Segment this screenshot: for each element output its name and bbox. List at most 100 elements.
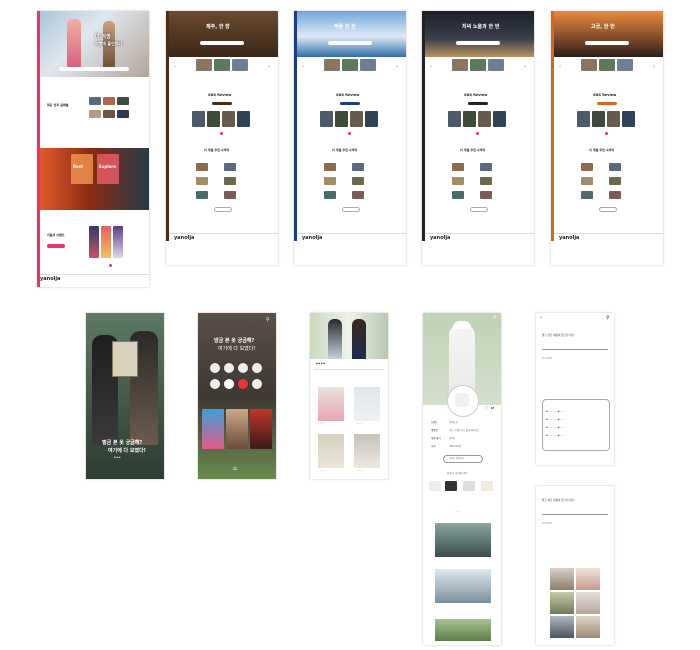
related-item-3[interactable] [463, 481, 475, 491]
best-thumb-6[interactable] [480, 191, 492, 199]
theme-thumb-1[interactable] [452, 59, 468, 71]
sns-thumb-2[interactable] [463, 111, 476, 127]
best-thumb-1[interactable] [324, 163, 336, 171]
sns-pager-dot[interactable] [605, 132, 608, 135]
section1-thumb-5[interactable] [103, 110, 115, 118]
result-row[interactable]: ● ———— ● ——— [546, 411, 567, 413]
search-photo-1[interactable] [550, 568, 574, 590]
search-photo-6[interactable] [576, 616, 600, 638]
sns-thumb-2[interactable] [207, 111, 220, 127]
home-icon[interactable]: ⌂ [233, 465, 237, 472]
sns-thumb-4[interactable] [493, 111, 506, 127]
theme-search-bar[interactable] [585, 41, 629, 45]
best-thumb-1[interactable] [196, 163, 208, 171]
more-button[interactable] [470, 207, 488, 212]
related-item-4[interactable] [481, 481, 493, 491]
theme-thumb-2[interactable] [470, 59, 486, 71]
theme-search-bar[interactable] [456, 41, 500, 45]
arrow-left-icon[interactable]: ‹ [430, 64, 432, 70]
sns-button[interactable] [212, 102, 232, 105]
event-button[interactable] [47, 244, 65, 248]
best-thumb-1[interactable] [452, 163, 464, 171]
more-button[interactable] [214, 207, 232, 212]
section1-thumb-3[interactable] [117, 97, 129, 105]
arrow-right-icon[interactable]: › [396, 64, 398, 70]
section1-thumb-1[interactable] [89, 97, 101, 105]
back-icon[interactable]: ‹ [540, 315, 542, 321]
actor-tabs[interactable]: ● ● ● ● [316, 363, 325, 365]
brand-circle-6[interactable] [224, 379, 234, 389]
best-thumb-2[interactable] [352, 163, 364, 171]
sns-pager-dot[interactable] [220, 132, 223, 135]
best-thumb-2[interactable] [609, 163, 621, 171]
actor-card-3[interactable] [318, 434, 344, 468]
theme-thumb-1[interactable] [196, 59, 212, 71]
search-input-1[interactable] [542, 343, 608, 350]
theme-thumb-3[interactable] [617, 59, 633, 71]
actor-card-4[interactable] [354, 434, 380, 468]
sns-thumb-2[interactable] [335, 111, 348, 127]
section1-thumb-6[interactable] [117, 110, 129, 118]
search-icon[interactable]: ⚲ [266, 317, 270, 323]
best-thumb-2[interactable] [480, 163, 492, 171]
theme-thumb-3[interactable] [488, 59, 504, 71]
brand-circle-4[interactable] [252, 363, 262, 373]
section1-thumb-2[interactable] [103, 97, 115, 105]
arrow-left-icon[interactable]: ‹ [559, 64, 561, 70]
card-rest[interactable] [71, 154, 93, 184]
event-card-2[interactable] [101, 226, 111, 258]
search-icon[interactable]: ⚲ [493, 315, 497, 321]
theme-thumb-1[interactable] [324, 59, 340, 71]
heart-icon[interactable]: ♡ [485, 405, 489, 410]
brand-circle-8[interactable] [252, 379, 262, 389]
section1-thumb-4[interactable] [89, 110, 101, 118]
best-thumb-1[interactable] [581, 163, 593, 171]
back-icon[interactable]: ‹ [426, 315, 428, 321]
sns-thumb-4[interactable] [365, 111, 378, 127]
best-thumb-3[interactable] [324, 177, 336, 185]
card-explore[interactable] [97, 154, 119, 184]
best-thumb-3[interactable] [452, 177, 464, 185]
best-thumb-3[interactable] [196, 177, 208, 185]
search-icon[interactable]: ⚲ [606, 315, 610, 321]
sns-thumb-3[interactable] [350, 111, 363, 127]
home-search-bar[interactable] [59, 67, 129, 71]
brand-circle-2[interactable] [224, 363, 234, 373]
best-thumb-5[interactable] [581, 191, 593, 199]
arrow-left-icon[interactable]: ‹ [302, 64, 304, 70]
recommend-img-2[interactable] [435, 569, 491, 603]
brand-circle-1[interactable] [210, 363, 220, 373]
best-thumb-5[interactable] [452, 191, 464, 199]
search-photo-2[interactable] [576, 568, 600, 590]
theme-thumb-2[interactable] [342, 59, 358, 71]
event-pager-dot[interactable] [109, 264, 112, 267]
theme-search-bar[interactable] [200, 41, 244, 45]
best-thumb-6[interactable] [609, 191, 621, 199]
brand-circle-7[interactable] [238, 379, 248, 389]
actor-card-2[interactable] [354, 387, 380, 421]
arrow-right-icon[interactable]: › [268, 64, 270, 70]
actor-card-1[interactable] [318, 387, 344, 421]
event-card-1[interactable] [89, 226, 99, 258]
sns-pager-dot[interactable] [476, 132, 479, 135]
search-photo-5[interactable] [550, 616, 574, 638]
sns-button[interactable] [468, 102, 488, 105]
sns-thumb-2[interactable] [592, 111, 605, 127]
more-button[interactable] [342, 207, 360, 212]
best-thumb-4[interactable] [480, 177, 492, 185]
result-row[interactable]: ● ———— ● ——— [546, 435, 567, 437]
brand-circle-5[interactable] [210, 379, 220, 389]
sns-thumb-3[interactable] [222, 111, 235, 127]
drama-poster-1[interactable] [202, 409, 224, 449]
drama-poster-2[interactable] [226, 409, 248, 449]
share-icon[interactable]: ⇄ [491, 405, 495, 410]
best-thumb-6[interactable] [224, 191, 236, 199]
arrow-right-icon[interactable]: › [524, 64, 526, 70]
theme-thumb-1[interactable] [581, 59, 597, 71]
best-thumb-5[interactable] [324, 191, 336, 199]
sns-thumb-1[interactable] [320, 111, 333, 127]
sns-thumb-3[interactable] [478, 111, 491, 127]
theme-thumb-2[interactable] [599, 59, 615, 71]
best-thumb-5[interactable] [196, 191, 208, 199]
result-row[interactable]: ● ———— ● ——— [546, 427, 567, 429]
